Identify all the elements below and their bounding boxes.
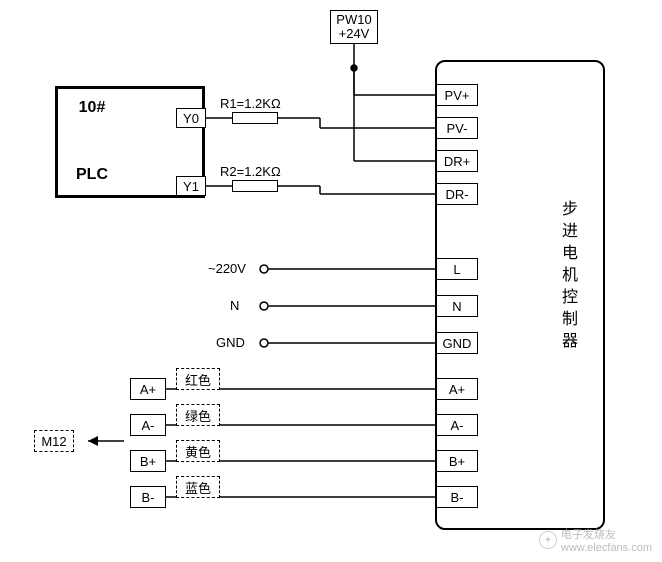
ac-n-label: N — [230, 298, 239, 313]
wire-color-green: 绿色 — [176, 404, 220, 426]
left-phase-b-minus: B- — [130, 486, 166, 508]
controller-terminal-pv-minus: PV- — [436, 117, 478, 139]
controller-terminal-l: L — [436, 258, 478, 280]
resistor-r2-label: R2=1.2KΩ — [220, 164, 281, 179]
ac-gnd-label: GND — [216, 335, 245, 350]
controller-terminal-dr-plus: DR+ — [436, 150, 478, 172]
plc-y1-terminal: Y1 — [176, 176, 206, 196]
controller-terminal-n: N — [436, 295, 478, 317]
wire-color-yellow: 黄色 — [176, 440, 220, 462]
pw10-box: PW10 +24V — [330, 10, 378, 44]
resistor-r1 — [232, 112, 278, 124]
left-phase-b-plus: B+ — [130, 450, 166, 472]
wire-color-blue: 蓝色 — [176, 476, 220, 498]
left-phase-a-minus: A- — [130, 414, 166, 436]
controller-terminal-a-minus: A- — [436, 414, 478, 436]
left-phase-a-plus: A+ — [130, 378, 166, 400]
ac-l-label: ~220V — [208, 261, 246, 276]
controller-terminal-gnd: GND — [436, 332, 478, 354]
controller-terminal-b-plus: B+ — [436, 450, 478, 472]
watermark: ✦ 电子发烧友 www.elecfans.com — [539, 526, 652, 554]
controller-terminal-pv-plus: PV+ — [436, 84, 478, 106]
watermark-site: 电子发烧友 — [561, 529, 616, 541]
controller-title: 步进电机控制器 — [555, 200, 579, 354]
elecfans-logo-icon: ✦ — [539, 531, 557, 549]
controller-terminal-b-minus: B- — [436, 486, 478, 508]
resistor-r1-label: R1=1.2KΩ — [220, 96, 281, 111]
plc-title: 10# PLC — [76, 52, 108, 231]
pw10-label: PW10 +24V — [336, 13, 371, 42]
resistor-r2 — [232, 180, 278, 192]
wire-color-red: 红色 — [176, 368, 220, 390]
plc-y0-terminal: Y0 — [176, 108, 206, 128]
controller-terminal-a-plus: A+ — [436, 378, 478, 400]
watermark-url: www.elecfans.com — [561, 542, 652, 554]
m12-box: M12 — [34, 430, 74, 452]
controller-terminal-dr-minus: DR- — [436, 183, 478, 205]
